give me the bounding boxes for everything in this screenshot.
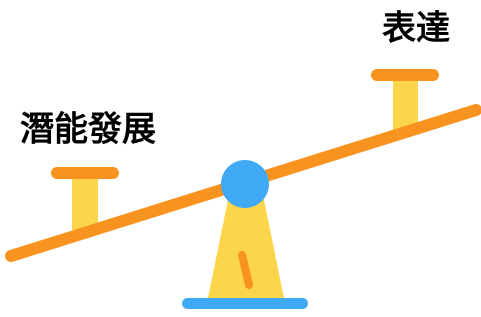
left-seat-bar [51,167,119,179]
right-seat-bar [371,69,439,81]
left-label: 潛能發展 [20,110,156,150]
left-seat-post [72,176,98,230]
ground-bar [182,298,308,309]
right-seat-post [393,78,418,130]
seesaw-diagram: 潛能發展 表達 [0,0,481,317]
pivot-circle [221,160,269,208]
right-label: 表達 [382,9,450,49]
